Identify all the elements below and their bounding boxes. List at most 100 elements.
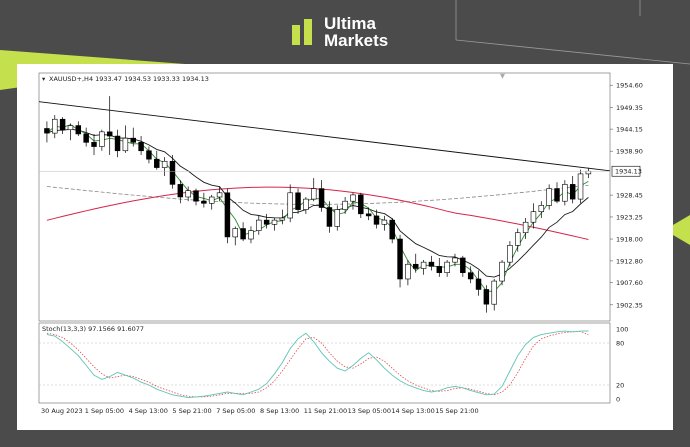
candle bbox=[358, 192, 364, 219]
candle bbox=[373, 209, 380, 229]
candle-bull-body bbox=[287, 192, 293, 219]
time-label: 11 Sep 21:00 bbox=[304, 407, 347, 415]
candle bbox=[248, 226, 254, 244]
price-label: 1949.35 bbox=[616, 104, 643, 112]
price-label: 1907.60 bbox=[616, 279, 643, 287]
candle-bear-body bbox=[365, 213, 372, 217]
candle bbox=[405, 260, 411, 286]
candle-bear-body bbox=[318, 188, 325, 208]
candle-bear-body bbox=[44, 128, 50, 134]
stoch-level-label: 100 bbox=[616, 326, 628, 334]
time-label: 4 Sep 13:00 bbox=[129, 407, 168, 415]
candle-bull-body bbox=[585, 170, 592, 175]
trendline[interactable] bbox=[38, 101, 611, 172]
candle bbox=[106, 96, 113, 155]
candle-bear-body bbox=[114, 135, 121, 152]
time-label: 15 Sep 21:00 bbox=[435, 407, 478, 415]
candle-bull-body bbox=[52, 118, 58, 134]
candle-bull-body bbox=[185, 190, 191, 198]
candle-bear-body bbox=[146, 150, 152, 160]
candle bbox=[381, 215, 388, 231]
candle bbox=[122, 125, 129, 153]
trading-chart[interactable]: ▾ XAUUSD+,H4 1933.47 1934.53 1933.33 193… bbox=[17, 64, 673, 430]
candle bbox=[460, 255, 466, 277]
candle bbox=[522, 218, 529, 240]
candle-bull-body bbox=[161, 160, 168, 168]
candle-bull-body bbox=[562, 184, 568, 202]
candle-bull-body bbox=[122, 137, 129, 152]
candle-bull-body bbox=[381, 219, 388, 225]
candle bbox=[161, 157, 168, 176]
stoch-level-label: 0 bbox=[616, 396, 620, 404]
shift-marker-icon[interactable]: ▼ bbox=[500, 72, 505, 80]
candle-bull-body bbox=[67, 125, 74, 131]
ultima-markets-logo-icon bbox=[292, 19, 312, 45]
candle bbox=[201, 192, 207, 208]
candle-bear-body bbox=[373, 215, 380, 225]
candle bbox=[295, 188, 301, 214]
price-label: 1902.35 bbox=[616, 301, 643, 309]
stoch-header: Stoch(13,3,3) 97.1566 91.6077 bbox=[42, 325, 144, 333]
candle bbox=[169, 154, 176, 189]
candle bbox=[279, 209, 286, 225]
candle bbox=[585, 167, 592, 179]
candle-bear-body bbox=[169, 160, 176, 185]
candle-bull-body bbox=[279, 217, 286, 221]
candle bbox=[303, 197, 309, 214]
ma-black-line bbox=[46, 128, 589, 278]
candle-bear-body bbox=[467, 272, 474, 280]
candle bbox=[185, 186, 191, 202]
candle-bull-body bbox=[256, 219, 262, 231]
candle-bull-body bbox=[444, 261, 450, 273]
candle-bull-body bbox=[99, 131, 105, 147]
candle bbox=[216, 186, 223, 202]
stoch-d-line bbox=[46, 330, 589, 398]
candle bbox=[436, 257, 443, 277]
candle-bear-body bbox=[177, 184, 184, 198]
candle-bull-body bbox=[538, 205, 545, 213]
candle bbox=[428, 255, 435, 271]
candle bbox=[177, 180, 184, 204]
candle bbox=[232, 226, 238, 246]
candle bbox=[515, 228, 521, 252]
stoch-level-label: 20 bbox=[616, 382, 624, 390]
candle bbox=[475, 270, 482, 296]
candle-bull-body bbox=[515, 232, 521, 246]
candle-bear-body bbox=[554, 188, 560, 202]
candle-bull-body bbox=[248, 230, 254, 240]
candle bbox=[554, 182, 560, 204]
price-label: 1944.15 bbox=[616, 126, 643, 134]
chart-collapse-arrow-icon[interactable]: ▾ bbox=[42, 75, 46, 83]
candle bbox=[193, 188, 199, 206]
candle-bear-body bbox=[295, 192, 301, 210]
candle-bull-body bbox=[342, 200, 348, 210]
candle bbox=[154, 150, 160, 170]
moving-averages bbox=[46, 124, 589, 293]
candle bbox=[44, 121, 50, 143]
candle bbox=[342, 197, 348, 214]
main-chart-header: XAUUSD+,H4 1933.47 1934.53 1933.33 1934.… bbox=[49, 75, 209, 83]
candle bbox=[67, 123, 74, 141]
time-axis: 30 Aug 2023 1 Sep 05:00 4 Sep 13:00 5 Sep 2… bbox=[41, 407, 479, 415]
candle-bear-body bbox=[75, 125, 82, 135]
brand-line2: Markets bbox=[324, 31, 389, 50]
candle bbox=[59, 117, 66, 134]
candle-bear-body bbox=[326, 207, 333, 227]
candle-bull-body bbox=[499, 261, 505, 282]
candle-bear-body bbox=[483, 289, 490, 305]
main-pane-frame bbox=[38, 72, 611, 322]
candle bbox=[287, 184, 293, 223]
candle-bear-body bbox=[240, 228, 246, 240]
candle-bull-body bbox=[420, 261, 427, 269]
candle-bull-body bbox=[405, 263, 411, 280]
candle-bear-body bbox=[201, 200, 207, 204]
candle-bear-body bbox=[569, 184, 576, 200]
candle-bear-body bbox=[91, 142, 97, 147]
candle bbox=[75, 121, 82, 137]
candle bbox=[365, 207, 372, 221]
ma-green-line bbox=[46, 124, 589, 293]
candle bbox=[326, 201, 333, 233]
chart-panel: ▾ XAUUSD+,H4 1933.47 1934.53 1933.33 193… bbox=[17, 64, 673, 430]
candle bbox=[538, 201, 545, 219]
candle-bull-body bbox=[310, 188, 317, 200]
